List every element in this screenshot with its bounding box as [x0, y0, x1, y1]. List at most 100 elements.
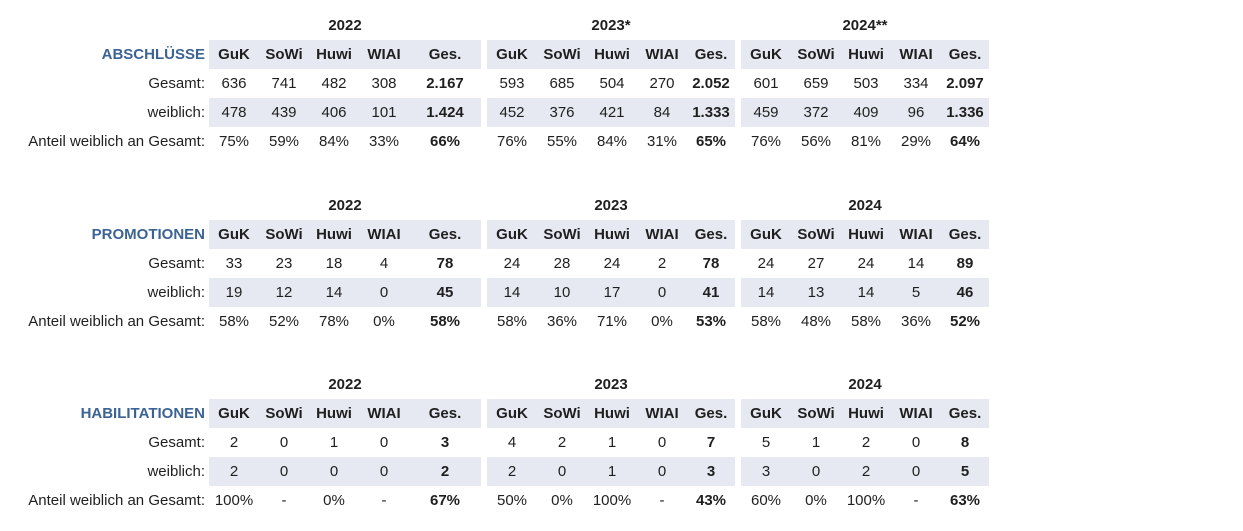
table-cell: 1.424 — [409, 98, 481, 127]
table-cell: 52% — [949, 313, 981, 330]
table-cell: 78 — [436, 255, 454, 272]
column-header: GuK — [487, 220, 537, 249]
column-header: Huwi — [309, 220, 359, 249]
row-label: weiblich: — [147, 284, 205, 301]
year-header: 2022 — [328, 16, 362, 34]
table-cell: 23 — [275, 255, 293, 272]
table-cell: 0 — [259, 457, 309, 486]
table-cell: 58% — [429, 313, 461, 330]
table-cell: 0 — [279, 434, 289, 451]
table-cell: 2 — [229, 434, 239, 451]
table-cell: 0 — [637, 457, 687, 486]
table-cell: 1 — [587, 457, 637, 486]
row-label: Anteil weiblich an Gesamt: — [28, 313, 205, 330]
share-row: Anteil weiblich an Gesamt: 75% 59% 84% 33% 66… — [0, 127, 989, 156]
female-row: weiblich: 19 12 14 0 45 14 10 17 0 41 14 13 14 5 46 — [0, 278, 989, 307]
column-header: SoWi — [259, 399, 309, 428]
table-cell: 1 — [811, 434, 821, 451]
table-cell: 76% — [750, 133, 782, 150]
column-header: Ges. — [687, 399, 735, 428]
table-cell: 1 — [329, 434, 339, 451]
table-cell: 503 — [853, 75, 879, 92]
table-cell: 452 — [487, 98, 537, 127]
table-cell: 3 — [741, 457, 791, 486]
table-cell: 24 — [857, 255, 875, 272]
total-row: Gesamt: 33 23 18 4 78 24 28 24 2 78 24 27 24 14 89 — [0, 249, 989, 278]
year-row-spacer — [0, 190, 205, 220]
table-cell: 409 — [841, 98, 891, 127]
table-cell: 24 — [503, 255, 521, 272]
table-cell: 2 — [409, 457, 481, 486]
column-header: SoWi — [537, 40, 587, 69]
table-cell: - — [381, 492, 387, 509]
column-header: Ges. — [409, 220, 481, 249]
year-header: 2022 — [328, 196, 362, 214]
table-cell: 372 — [791, 98, 841, 127]
column-header: WIAI — [359, 399, 409, 428]
table-cell: 482 — [321, 75, 347, 92]
share-row: Anteil weiblich an Gesamt: 58% 52% 78% 0% 58%… — [0, 307, 989, 336]
table-cell: 78% — [318, 313, 350, 330]
table-cell: 29% — [900, 133, 932, 150]
year-row-spacer — [0, 369, 205, 399]
table-cell: 459 — [741, 98, 791, 127]
section-label: ABSCHLÜSSE — [101, 46, 205, 63]
column-header-row: PROMOTIONEN GuK SoWi Huwi WIAI Ges. GuK SoWi Huw… — [0, 220, 989, 249]
table-cell: 43% — [695, 492, 727, 509]
column-header: SoWi — [537, 220, 587, 249]
table-cell: 2 — [657, 255, 667, 272]
year-row: 2022 2023 2024 — [0, 190, 989, 220]
column-header: Huwi — [309, 40, 359, 69]
table-cell: 19 — [209, 278, 259, 307]
column-header: WIAI — [891, 399, 941, 428]
table-cell: 84% — [596, 133, 628, 150]
table-cell: 101 — [359, 98, 409, 127]
column-header: SoWi — [259, 220, 309, 249]
column-header: Huwi — [841, 399, 891, 428]
table-cell: 17 — [587, 278, 637, 307]
table-cell: 2.097 — [946, 75, 984, 92]
female-row: weiblich: 2 0 0 0 2 2 0 1 0 3 3 0 2 0 5 — [0, 457, 989, 486]
table-cell: 1 — [607, 434, 617, 451]
row-label: Anteil weiblich an Gesamt: — [28, 492, 205, 509]
column-header: Huwi — [841, 40, 891, 69]
table-cell: 601 — [753, 75, 779, 92]
table-cell: 56% — [800, 133, 832, 150]
table-cell: 12 — [259, 278, 309, 307]
column-header: GuK — [741, 399, 791, 428]
column-header: SoWi — [259, 40, 309, 69]
column-header: WIAI — [637, 399, 687, 428]
table-cell: 13 — [791, 278, 841, 307]
year-header: 2023 — [594, 375, 628, 393]
table-cell: 685 — [549, 75, 575, 92]
section-block: 2022 2023 2024 PROMOTIONEN GuK SoWi Huwi WIAI Ge… — [0, 190, 989, 336]
table-cell: 2 — [209, 457, 259, 486]
table-cell: 89 — [956, 255, 974, 272]
table-cell: 406 — [309, 98, 359, 127]
table-cell: 28 — [553, 255, 571, 272]
table-cell: 7 — [706, 434, 716, 451]
year-header: 2024 — [848, 196, 882, 214]
table-cell: 36% — [546, 313, 578, 330]
column-header: WIAI — [359, 220, 409, 249]
column-header: WIAI — [891, 220, 941, 249]
table-cell: 659 — [803, 75, 829, 92]
table-cell: 2 — [557, 434, 567, 451]
column-header: SoWi — [791, 399, 841, 428]
table-cell: 0 — [891, 457, 941, 486]
row-label: Gesamt: — [148, 434, 205, 451]
table-cell: 5 — [891, 278, 941, 307]
table-cell: 58% — [750, 313, 782, 330]
table-cell: 55% — [546, 133, 578, 150]
table-cell: 0 — [791, 457, 841, 486]
column-header: GuK — [209, 40, 259, 69]
column-header: SoWi — [537, 399, 587, 428]
table-cell: 376 — [537, 98, 587, 127]
table-cell: 334 — [903, 75, 929, 92]
section-block: 2022 2023* 2024** ABSCHLÜSSE GuK SoWi Huwi WIAI… — [0, 10, 989, 156]
table-cell: 741 — [271, 75, 297, 92]
column-header: GuK — [209, 399, 259, 428]
table-cell: 1.336 — [941, 98, 989, 127]
table-cell: 8 — [960, 434, 970, 451]
table-cell: 67% — [429, 492, 461, 509]
